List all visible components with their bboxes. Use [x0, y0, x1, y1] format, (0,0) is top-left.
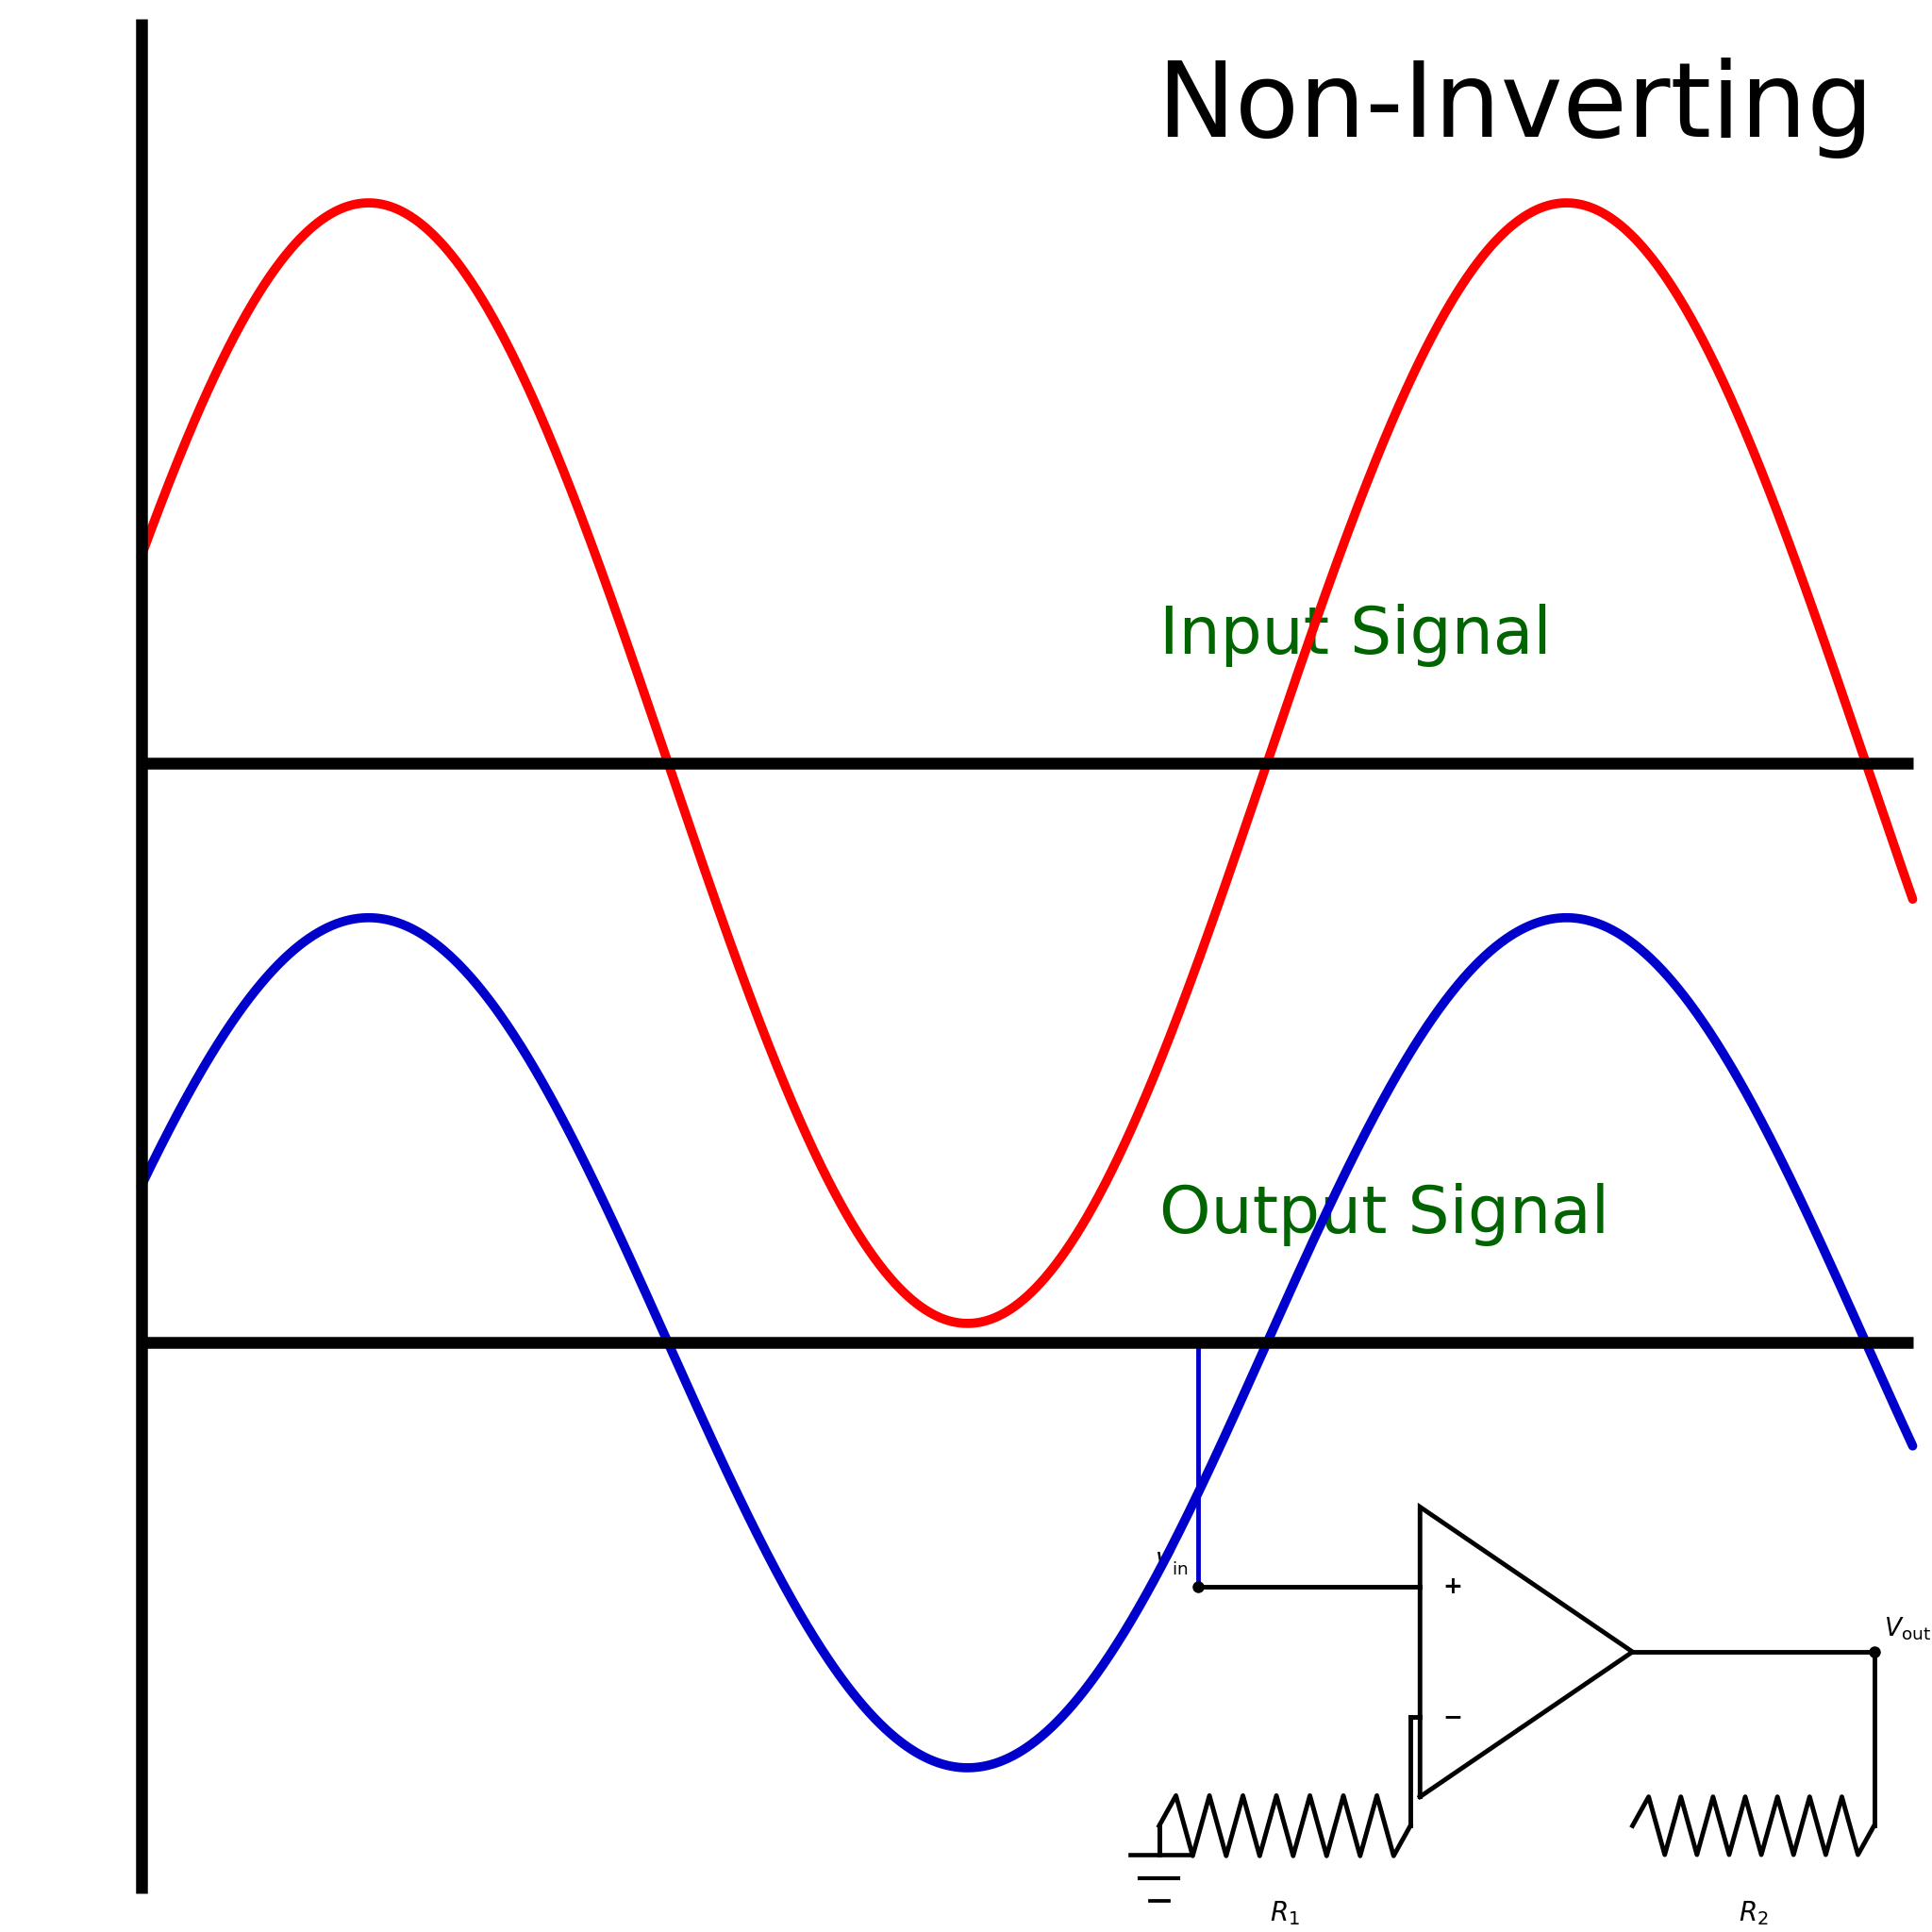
Text: $V_{\rm out}$: $V_{\rm out}$: [1884, 1615, 1930, 1642]
Text: $V_{\rm in}$: $V_{\rm in}$: [1155, 1549, 1188, 1577]
Text: $R_2$: $R_2$: [1739, 1899, 1768, 1928]
Text: Input Signal: Input Signal: [1159, 603, 1551, 667]
Text: −: −: [1443, 1706, 1463, 1729]
Text: Output Signal: Output Signal: [1159, 1182, 1609, 1246]
Text: +: +: [1443, 1575, 1463, 1598]
Text: Non-Inverting: Non-Inverting: [1157, 58, 1874, 158]
Text: $R_1$: $R_1$: [1269, 1899, 1300, 1928]
